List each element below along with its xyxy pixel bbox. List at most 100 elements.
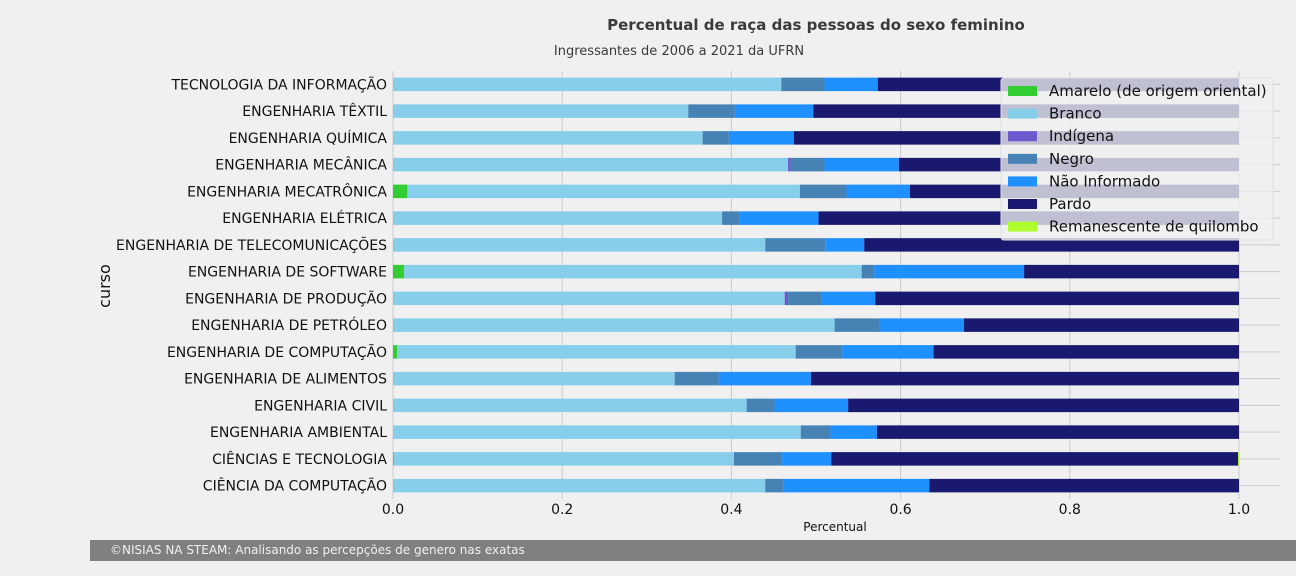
legend-swatch <box>1008 199 1037 209</box>
bar-segment <box>879 318 965 332</box>
bar-segment <box>861 264 875 279</box>
footer-credit: ©NISIAS NA STEAM: Analisando as percepçõ… <box>90 540 1296 561</box>
bar-segment <box>788 157 791 172</box>
legend-label: Branco <box>1049 105 1102 123</box>
bar-segment <box>765 478 784 493</box>
bar-segment <box>788 291 822 306</box>
bar-segment <box>403 264 862 279</box>
bar-segment <box>824 77 878 92</box>
bar-segment <box>765 238 826 252</box>
bar-segment <box>799 184 847 199</box>
bar-segment <box>864 238 1239 252</box>
y-tick-label: ENGENHARIA DE PRODUÇÃO <box>185 290 387 307</box>
y-tick-label: ENGENHARIA DE PETRÓLEO <box>191 316 387 334</box>
bar-segment <box>393 184 408 199</box>
bar-segment <box>795 345 843 359</box>
x-tick-label: 0.0 <box>382 502 404 518</box>
bar-segment <box>739 211 819 225</box>
legend-label: Remanescente de quilombo <box>1049 218 1259 236</box>
bar-segment <box>784 291 789 306</box>
bar-segment <box>830 425 877 439</box>
bar-segment <box>718 371 811 386</box>
legend-label: Negro <box>1049 150 1094 168</box>
y-tick-label: ENGENHARIA MECATRÔNICA <box>187 182 387 200</box>
bar-segment <box>393 291 785 306</box>
bar-segment <box>393 318 835 332</box>
bar-segment <box>746 398 775 413</box>
bar-segment <box>821 291 876 306</box>
bar-segment <box>393 157 789 172</box>
bar-segment <box>929 478 1239 493</box>
bar-segment <box>846 184 910 199</box>
legend-swatch <box>1008 153 1037 164</box>
bar-segment <box>728 131 795 145</box>
legend-swatch <box>1008 86 1037 96</box>
legend-label: Indígena <box>1049 127 1114 145</box>
bar-segment <box>733 452 783 466</box>
legend-swatch <box>1008 221 1037 232</box>
bar-segment <box>393 398 747 413</box>
y-tick-label: CIÊNCIA DA COMPUTAÇÃO <box>203 477 387 495</box>
bar-segment <box>393 77 782 92</box>
bar-segment <box>407 184 800 199</box>
bar-segment <box>842 345 934 359</box>
bar-segment <box>800 425 831 439</box>
y-tick-label: ENGENHARIA TÊXTIL <box>242 102 387 120</box>
y-tick-label: TECNOLOGIA DA INFORMAÇÃO <box>171 76 388 93</box>
bar-segment <box>393 238 766 252</box>
y-axis-label: curso <box>95 264 114 308</box>
bar-segment <box>393 264 404 279</box>
bar-segment <box>824 157 899 172</box>
chart-subtitle: Ingressantes de 2006 a 2021 da UFRN <box>553 44 805 59</box>
y-tick-label: ENGENHARIA DE TELECOMUNICAÇÕES <box>116 237 387 254</box>
bar-segment <box>933 345 1239 359</box>
chart-title: Percentual de raça das pessoas do sexo f… <box>607 16 1025 34</box>
bar-segment <box>774 398 849 413</box>
legend-label: Pardo <box>1049 195 1091 213</box>
bar-segment <box>674 371 719 386</box>
y-tick-label: ENGENHARIA MECÂNICA <box>215 156 387 174</box>
bar-segment <box>393 211 723 225</box>
bar-segment <box>393 452 394 466</box>
bar-segment <box>783 478 930 493</box>
bar-segment <box>1024 264 1239 279</box>
bar-segment <box>688 104 735 118</box>
y-tick-label: ENGENHARIA DE ALIMENTOS <box>184 372 387 388</box>
bar-segment <box>875 291 1239 306</box>
bar-segment <box>393 425 801 439</box>
bar-segment <box>781 77 825 92</box>
x-axis-label: Percentual <box>803 520 866 534</box>
y-tick-label: ENGENHARIA DE COMPUTAÇÃO <box>167 344 387 361</box>
bar-segment <box>810 371 1239 386</box>
y-tick-label: ENGENHARIA AMBIENTAL <box>210 425 387 441</box>
bar-segment <box>834 318 880 332</box>
y-tick-label: ENGENHARIA QUÍMICA <box>229 130 388 147</box>
x-tick-label: 0.4 <box>720 502 742 518</box>
x-tick-label: 0.6 <box>889 502 911 518</box>
legend-swatch <box>1008 131 1037 142</box>
legend-swatch <box>1008 108 1037 119</box>
bar-segment <box>393 104 689 118</box>
legend-label: Amarelo (de origem oriental) <box>1049 82 1267 100</box>
bar-segment <box>702 131 729 145</box>
bar-segment <box>1238 452 1239 466</box>
x-tick-label: 0.8 <box>1059 502 1081 518</box>
bar-segment <box>782 452 832 466</box>
bar-segment <box>393 131 703 145</box>
bar-segment <box>874 264 1025 279</box>
x-tick-label: 0.2 <box>551 502 573 518</box>
bar-segment <box>964 318 1239 332</box>
y-tick-label: ENGENHARIA ELÉTRICA <box>222 210 387 227</box>
y-tick-label: CIÊNCIAS E TECNOLOGIA <box>212 450 387 468</box>
bar-segment <box>876 425 1239 439</box>
legend-box <box>1000 77 1274 241</box>
bar-segment <box>848 398 1239 413</box>
bar-segment <box>722 211 740 225</box>
bar-segment <box>397 345 796 359</box>
bar-segment <box>393 371 675 386</box>
bar-segment <box>393 478 766 493</box>
bar-segment <box>790 157 825 172</box>
bar-segment <box>393 452 734 466</box>
